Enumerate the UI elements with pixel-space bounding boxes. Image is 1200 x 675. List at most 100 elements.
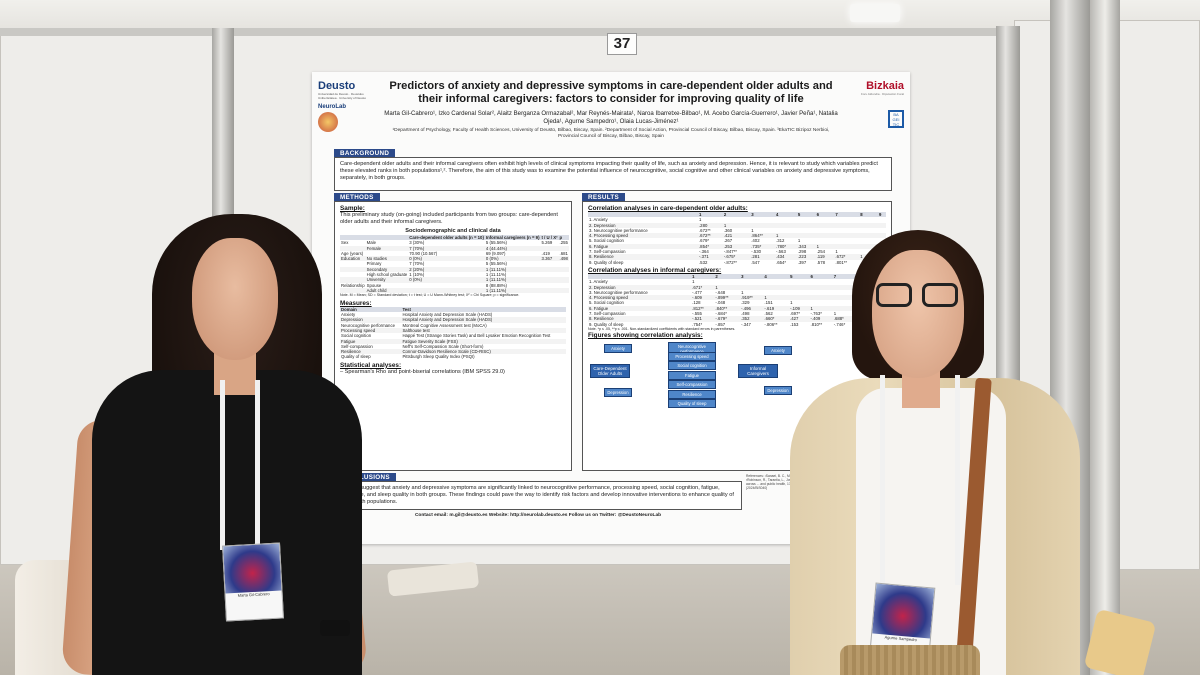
- corr1-cell: -.563: [776, 249, 786, 255]
- measures-cell: Fatigue Severity Scale (FSS): [401, 338, 566, 344]
- measures-cell: Depression: [340, 317, 402, 323]
- sociodemo-row: Adult child 1 (11.11%): [340, 287, 569, 294]
- corr1-row: 5. Social cognition .679* .267 .402 .312 1: [588, 238, 886, 243]
- corr2-cell: [763, 284, 790, 290]
- measures-cell: Fatigue: [340, 338, 402, 344]
- sociodemo-cell: Relationship: [341, 282, 365, 288]
- fig-variable-box: Processing speed: [668, 351, 716, 361]
- sociodemo-caption: Sociodemographic and clinical data: [405, 228, 501, 234]
- background-text: Care-dependent older adults and their in…: [340, 161, 878, 181]
- badge-logo-icon: [872, 583, 935, 639]
- corr2-cell: .498: [741, 311, 750, 317]
- corr1-cell: [775, 222, 797, 228]
- corr1-cell: .578: [816, 259, 825, 265]
- sociodemo-cell: 4 (44.44%): [484, 245, 541, 251]
- measures-cell: Hospital Anxiety and Depression Scale (H…: [401, 317, 566, 323]
- corr2-row: 3. Neurocognitive performance -.477 -.648 1: [588, 290, 886, 295]
- bizkaia-logo: Bizkaia Foru Aldundia · Diputación Foral…: [846, 80, 904, 131]
- sociodemo-cell: .498: [558, 256, 569, 262]
- corr2-cell: -.806**: [764, 321, 778, 327]
- corr1-cell: -.364: [698, 249, 709, 255]
- poster-title: Predictors of anxiety and depressive sym…: [389, 80, 833, 105]
- corr2-cell: .697*: [790, 311, 801, 317]
- corr1-col-header: 1: [697, 212, 723, 218]
- panel-number-label: 37: [607, 33, 637, 55]
- corr1-cell: .801**: [835, 259, 848, 265]
- corr2-cell: -.899**: [714, 295, 741, 301]
- sociodemo-row: High school graduate 1 (10%) 1 (11.11%): [340, 272, 569, 277]
- sociodemo-cell: [540, 277, 559, 283]
- corr1-cell: .672**: [697, 233, 723, 239]
- corr2-cell: -.109: [789, 305, 810, 312]
- corr2-cell: -.496: [740, 305, 764, 312]
- sociodemo-col-header: [365, 235, 409, 241]
- sociodemo-cell: 69 (9.097): [485, 250, 506, 256]
- corr2-cell: .840**: [714, 305, 741, 312]
- corr2-cell: 4. Processing speed: [588, 295, 692, 301]
- deusto-sub: Universidad de Deusto · Deustuko Unibert…: [318, 92, 367, 100]
- corr1-cell: .679*: [698, 238, 710, 244]
- corr2-cell: .688*: [832, 316, 856, 322]
- corr2-cell: -.048: [715, 300, 726, 306]
- corr2-cell: 2. Depression: [588, 284, 692, 290]
- sociodemo-cell: Primary: [366, 261, 382, 267]
- corr2-cell: .153: [790, 321, 799, 327]
- sociodemo-cell: 1 (11.11%): [484, 287, 541, 294]
- corr1-cell: 2. Depression: [588, 222, 698, 228]
- corr2-cell: 1: [833, 311, 837, 317]
- corr1-heading: Correlation analyses in care-dependent o…: [588, 205, 748, 212]
- corr2-cell: .810**: [810, 321, 823, 327]
- corr-note: Note. *p ≤ .05, **p ≤ .001. Non-standard…: [588, 326, 736, 331]
- corr2-col-header: 5: [789, 273, 810, 280]
- corr2-cell: 3. Neurocognitive performance: [589, 289, 648, 295]
- corr2-cell: -.555: [692, 311, 702, 317]
- sociodemo-cell: University: [365, 277, 409, 283]
- corr2-cell: 1. Anxiety: [589, 279, 608, 285]
- fig-variable-box: Fatigue: [668, 370, 716, 380]
- measures-cell: Connor-Davidson Resilience Scale (CD-RIS…: [401, 349, 566, 355]
- corr1-cell: [834, 222, 860, 228]
- measures-cell: Neurocognitive performance: [341, 322, 395, 328]
- corr2-cell: [832, 305, 856, 312]
- sociodemo-cell: 1 (11.11%): [484, 277, 541, 283]
- corr2-cell: 5. Social cognition: [589, 300, 624, 306]
- corr2-cell: [809, 284, 833, 290]
- corr1-cell: .223: [796, 254, 816, 260]
- measures-cell: Social cognition: [341, 333, 372, 339]
- corr2-cell: 1: [741, 289, 744, 295]
- measures-cell: Quality of sleep: [341, 354, 371, 360]
- fig-right-depression: Depression: [764, 386, 792, 396]
- measures-cell: Resilience: [340, 349, 402, 355]
- corr1-cell: [834, 233, 860, 239]
- corr2-col-header: 1: [691, 273, 715, 280]
- corr2-col-header: 2: [714, 273, 741, 280]
- sociodemo-cell: .419: [541, 250, 550, 256]
- corr2-col-header: 6: [809, 273, 833, 280]
- corr1-cell: .854*: [697, 243, 723, 250]
- measures-row: Neurocognitive performance Montreal Cogni…: [340, 323, 566, 328]
- corr1-cell: [796, 222, 816, 228]
- sociodemo-cell: [558, 245, 569, 251]
- methods-heading: METHODS: [334, 193, 380, 202]
- corr2-cell: [740, 284, 764, 290]
- corr2-cell: -.619: [763, 305, 790, 312]
- sociodemo-cell: 0 (0%): [408, 277, 485, 283]
- corr2-cell: [789, 295, 810, 301]
- corr2-cell: 1: [809, 305, 833, 312]
- corr1-cell: 1: [835, 249, 838, 255]
- corr1-cell: [750, 222, 776, 228]
- corr1-col-header: 7: [834, 212, 860, 218]
- sociodemo-cell: 0 (0%): [408, 256, 485, 262]
- corr2-cell: [809, 295, 833, 301]
- corr2-cell: -.679*: [714, 316, 741, 322]
- sociodemo-cell: 0 (0%): [484, 256, 541, 262]
- sociodemo-table: Care-dependent older adults (n = 10) Info…: [340, 235, 569, 294]
- fig-variable-box: Quality of sleep: [668, 399, 716, 409]
- corr2-cell: .812**: [691, 305, 715, 312]
- corr1-cell: 1: [775, 233, 797, 239]
- corr1-row: 1. Anxiety 1: [588, 217, 886, 222]
- sociodemo-row: Relationship Spouse 8 (88.88%): [340, 283, 569, 288]
- corr1-cell: [859, 222, 878, 228]
